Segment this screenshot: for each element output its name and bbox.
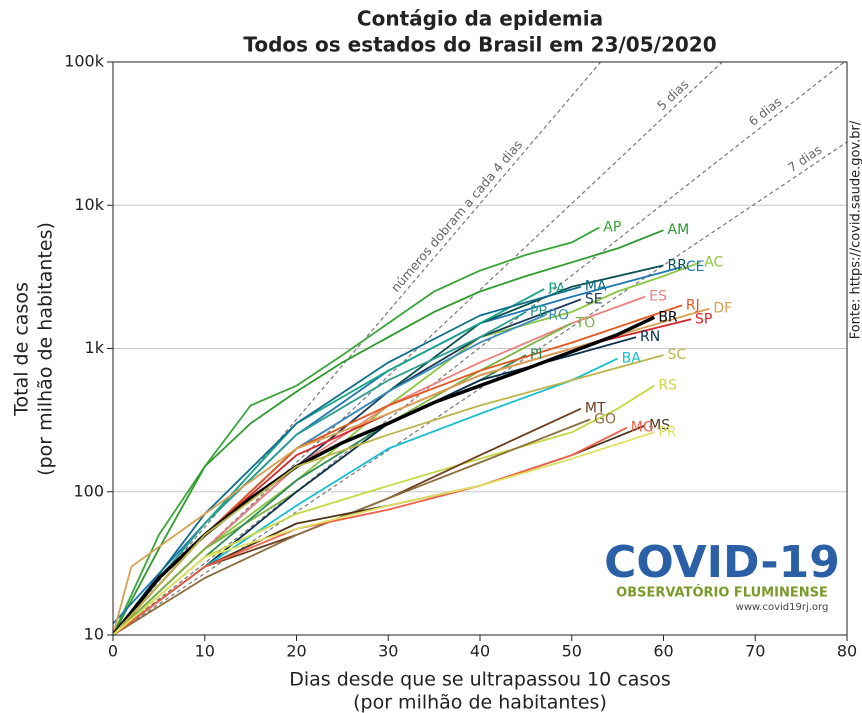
series-label: MG <box>631 420 654 436</box>
series-line <box>113 226 600 635</box>
y-axis-label: (por milhão de habitantes) <box>35 222 57 476</box>
x-tick-label: 70 <box>745 642 765 661</box>
series-label: AM <box>668 222 690 238</box>
y-tick-label: 100k <box>64 52 105 71</box>
chart-title: Contágio da epidemia <box>357 7 603 31</box>
series-label: RN <box>640 329 660 345</box>
series-line <box>113 311 527 635</box>
series-label: PI <box>530 347 543 363</box>
x-axis-label: Dias desde que se ultrapassou 10 casos <box>289 669 671 691</box>
chart-title: Todos os estados do Brasil em 23/05/2020 <box>243 33 716 57</box>
series-label: AP <box>603 219 621 235</box>
plot-frame <box>112 61 848 636</box>
series-line <box>113 307 710 635</box>
series-label: RR <box>668 257 688 273</box>
reference-line <box>113 62 723 635</box>
series-label: MT <box>585 401 606 417</box>
x-tick-label: 0 <box>108 642 118 661</box>
series-label: PR <box>658 424 676 440</box>
source-note: Fonte: https://covid.saude.gov.br/ <box>849 120 862 339</box>
y-tick-label: 10k <box>74 195 104 214</box>
series-label: TO <box>575 315 596 331</box>
series-label: PA <box>548 281 566 297</box>
series-line <box>113 229 664 635</box>
x-tick-label: 40 <box>470 642 490 661</box>
series-line <box>113 354 527 635</box>
plot-area <box>113 62 847 635</box>
logo-title: COVID-19 <box>604 537 840 588</box>
logo-subtitle: OBSERVATÓRIO FLUMINENSE <box>616 585 828 601</box>
reference-label: 5 dias <box>654 77 692 114</box>
series-label: BR <box>658 309 678 325</box>
series-label: PB <box>530 304 548 320</box>
reference-line <box>113 62 845 635</box>
series-label: RJ <box>686 297 700 313</box>
series-label: DF <box>713 301 732 317</box>
series-label: BA <box>622 351 642 367</box>
series-label: MS <box>649 418 670 434</box>
x-axis-label: (por milhão de habitantes) <box>353 692 607 713</box>
series-label: SP <box>695 311 712 327</box>
x-tick-label: 10 <box>195 642 215 661</box>
series-line <box>113 426 628 635</box>
series-line <box>113 384 655 635</box>
series-line <box>113 285 582 635</box>
x-tick-label: 30 <box>378 642 398 661</box>
series-label: SE <box>585 291 603 307</box>
series-label: RS <box>658 378 677 394</box>
x-tick-label: 60 <box>653 642 673 661</box>
series-line <box>113 304 683 635</box>
series-label: MA <box>585 279 607 295</box>
series-label: CE <box>686 259 705 275</box>
series-line <box>113 295 646 635</box>
series-label: RO <box>548 307 569 323</box>
series-label: SC <box>668 347 687 363</box>
reference-label: números dobram a cada 4 dias <box>388 137 525 295</box>
series-label: GO <box>594 411 616 427</box>
series-label: ES <box>649 289 667 305</box>
logo-url: www.covid19rj.org <box>736 602 829 613</box>
series-label: AC <box>704 254 723 270</box>
y-tick-label: 10 <box>84 625 104 644</box>
series-line <box>113 354 664 635</box>
x-tick-label: 20 <box>286 642 306 661</box>
y-tick-label: 1k <box>85 338 105 357</box>
x-tick-label: 50 <box>562 642 582 661</box>
x-tick-label: 80 <box>837 642 857 661</box>
y-tick-label: 100 <box>73 481 104 500</box>
y-axis-label: Total de casos <box>11 282 33 417</box>
series-line <box>113 431 655 635</box>
